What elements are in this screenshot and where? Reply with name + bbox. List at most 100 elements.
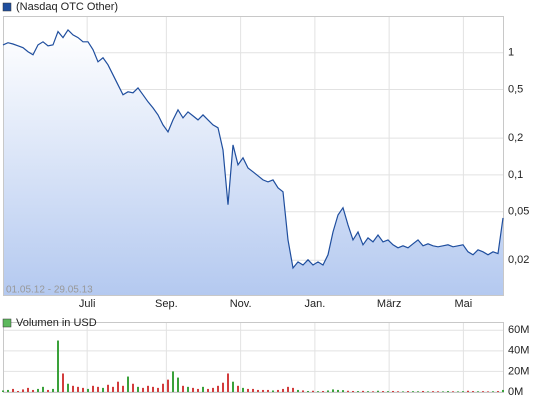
- volume-bar: [342, 390, 344, 392]
- volume-bar: [242, 387, 244, 392]
- volume-bar: [347, 390, 349, 392]
- volume-bar: [232, 381, 234, 392]
- volume-bar: [447, 391, 449, 392]
- y-tick-label: 0,05: [508, 206, 529, 218]
- volume-bar: [122, 385, 124, 392]
- area-fill: [3, 29, 503, 296]
- volume-bar: [22, 389, 24, 392]
- y-tick-label: 40M: [508, 345, 529, 357]
- volume-bar: [437, 391, 439, 392]
- volume-bar: [57, 340, 59, 392]
- volume-bar: [467, 390, 469, 392]
- x-tick-label: Juli: [79, 298, 96, 310]
- volume-bar: [457, 391, 459, 392]
- volume-frame: [3, 322, 504, 393]
- volume-bar: [257, 389, 259, 392]
- volume-bar: [107, 384, 109, 392]
- volume-bar: [412, 391, 414, 392]
- volume-bar: [402, 391, 404, 392]
- y-tick-label: 20M: [508, 365, 529, 377]
- volume-bar: [72, 385, 74, 392]
- volume-bar: [17, 390, 19, 392]
- volume-bar: [77, 386, 79, 392]
- x-tick-label: Mai: [455, 298, 473, 310]
- volume-bar: [332, 389, 334, 392]
- volume-bar: [217, 385, 219, 392]
- volume-bar: [117, 381, 119, 392]
- volume-bar: [502, 389, 504, 392]
- x-tick-label: Nov.: [230, 298, 252, 310]
- x-tick-label: Jan.: [304, 298, 325, 310]
- volume-bar: [162, 383, 164, 392]
- volume-bar: [382, 391, 384, 392]
- y-tick-label: 0M: [508, 386, 523, 398]
- volume-bar: [12, 388, 14, 392]
- volume-bar: [197, 388, 199, 392]
- y-tick-label: 1: [508, 47, 514, 59]
- legend-label: (Nasdaq OTC Other): [16, 1, 118, 13]
- volume-bar: [287, 386, 289, 392]
- volume-bar: [62, 373, 64, 392]
- volume-bar: [237, 385, 239, 392]
- x-tick-label: März: [377, 298, 401, 310]
- volume-bar: [92, 385, 94, 392]
- volume-bar: [477, 391, 479, 392]
- volume-bar: [207, 388, 209, 392]
- volume-bar: [392, 390, 394, 392]
- volume-bar: [337, 389, 339, 392]
- volume-bar: [137, 386, 139, 392]
- volume-bar: [2, 390, 4, 392]
- y-tick-label: 60M: [508, 324, 529, 336]
- volume-bar: [272, 390, 274, 392]
- volume-bar: [132, 383, 134, 392]
- volume-bar: [462, 391, 464, 392]
- volume-bar: [112, 386, 114, 392]
- volume-bar: [82, 387, 84, 392]
- volume-bar: [157, 387, 159, 392]
- volume-bar: [192, 387, 194, 392]
- volume-bar: [97, 386, 99, 392]
- x-tick-label: Sep.: [155, 298, 178, 310]
- volume-bar: [487, 391, 489, 392]
- volume-bar: [262, 389, 264, 392]
- volume-bar: [267, 389, 269, 392]
- volume-bar: [177, 377, 179, 392]
- price-frame: [3, 16, 504, 296]
- volume-bar: [212, 387, 214, 392]
- volume-bar: [32, 389, 34, 392]
- volume-bar: [427, 391, 429, 392]
- y-tick-label: 0,1: [508, 169, 523, 181]
- volume-bar: [127, 376, 129, 392]
- volume-bar: [27, 387, 29, 392]
- legend-label: Volumen in USD: [16, 317, 97, 329]
- volume-bar: [222, 382, 224, 392]
- volume-bar: [312, 390, 314, 392]
- volume-bar: [372, 391, 374, 392]
- volume-bar: [482, 391, 484, 392]
- volume-bar: [252, 388, 254, 392]
- volume-bar: [317, 391, 319, 392]
- legend-swatch: [2, 318, 12, 328]
- volume-bar: [387, 391, 389, 392]
- volume-bar: [422, 390, 424, 392]
- volume-bar: [417, 391, 419, 392]
- volume-bar: [172, 371, 174, 392]
- volume-bar: [52, 388, 54, 392]
- volume-bar: [42, 386, 44, 392]
- volume-bar: [367, 391, 369, 392]
- volume-bar: [187, 386, 189, 392]
- date-range: 01.05.12 - 29.05.13: [6, 285, 93, 296]
- volume-bar: [407, 391, 409, 392]
- volume-bar: [492, 391, 494, 392]
- volume-bar: [142, 387, 144, 392]
- legend-swatch: [2, 2, 12, 12]
- volume-bar: [322, 390, 324, 392]
- volume-bar: [297, 389, 299, 392]
- volume-bar: [202, 386, 204, 392]
- volume-bar: [292, 387, 294, 392]
- volume-bar: [87, 388, 89, 392]
- volume-bar: [377, 390, 379, 392]
- volume-bar: [152, 386, 154, 392]
- y-tick-label: 0,02: [508, 254, 529, 266]
- volume-bar: [397, 391, 399, 392]
